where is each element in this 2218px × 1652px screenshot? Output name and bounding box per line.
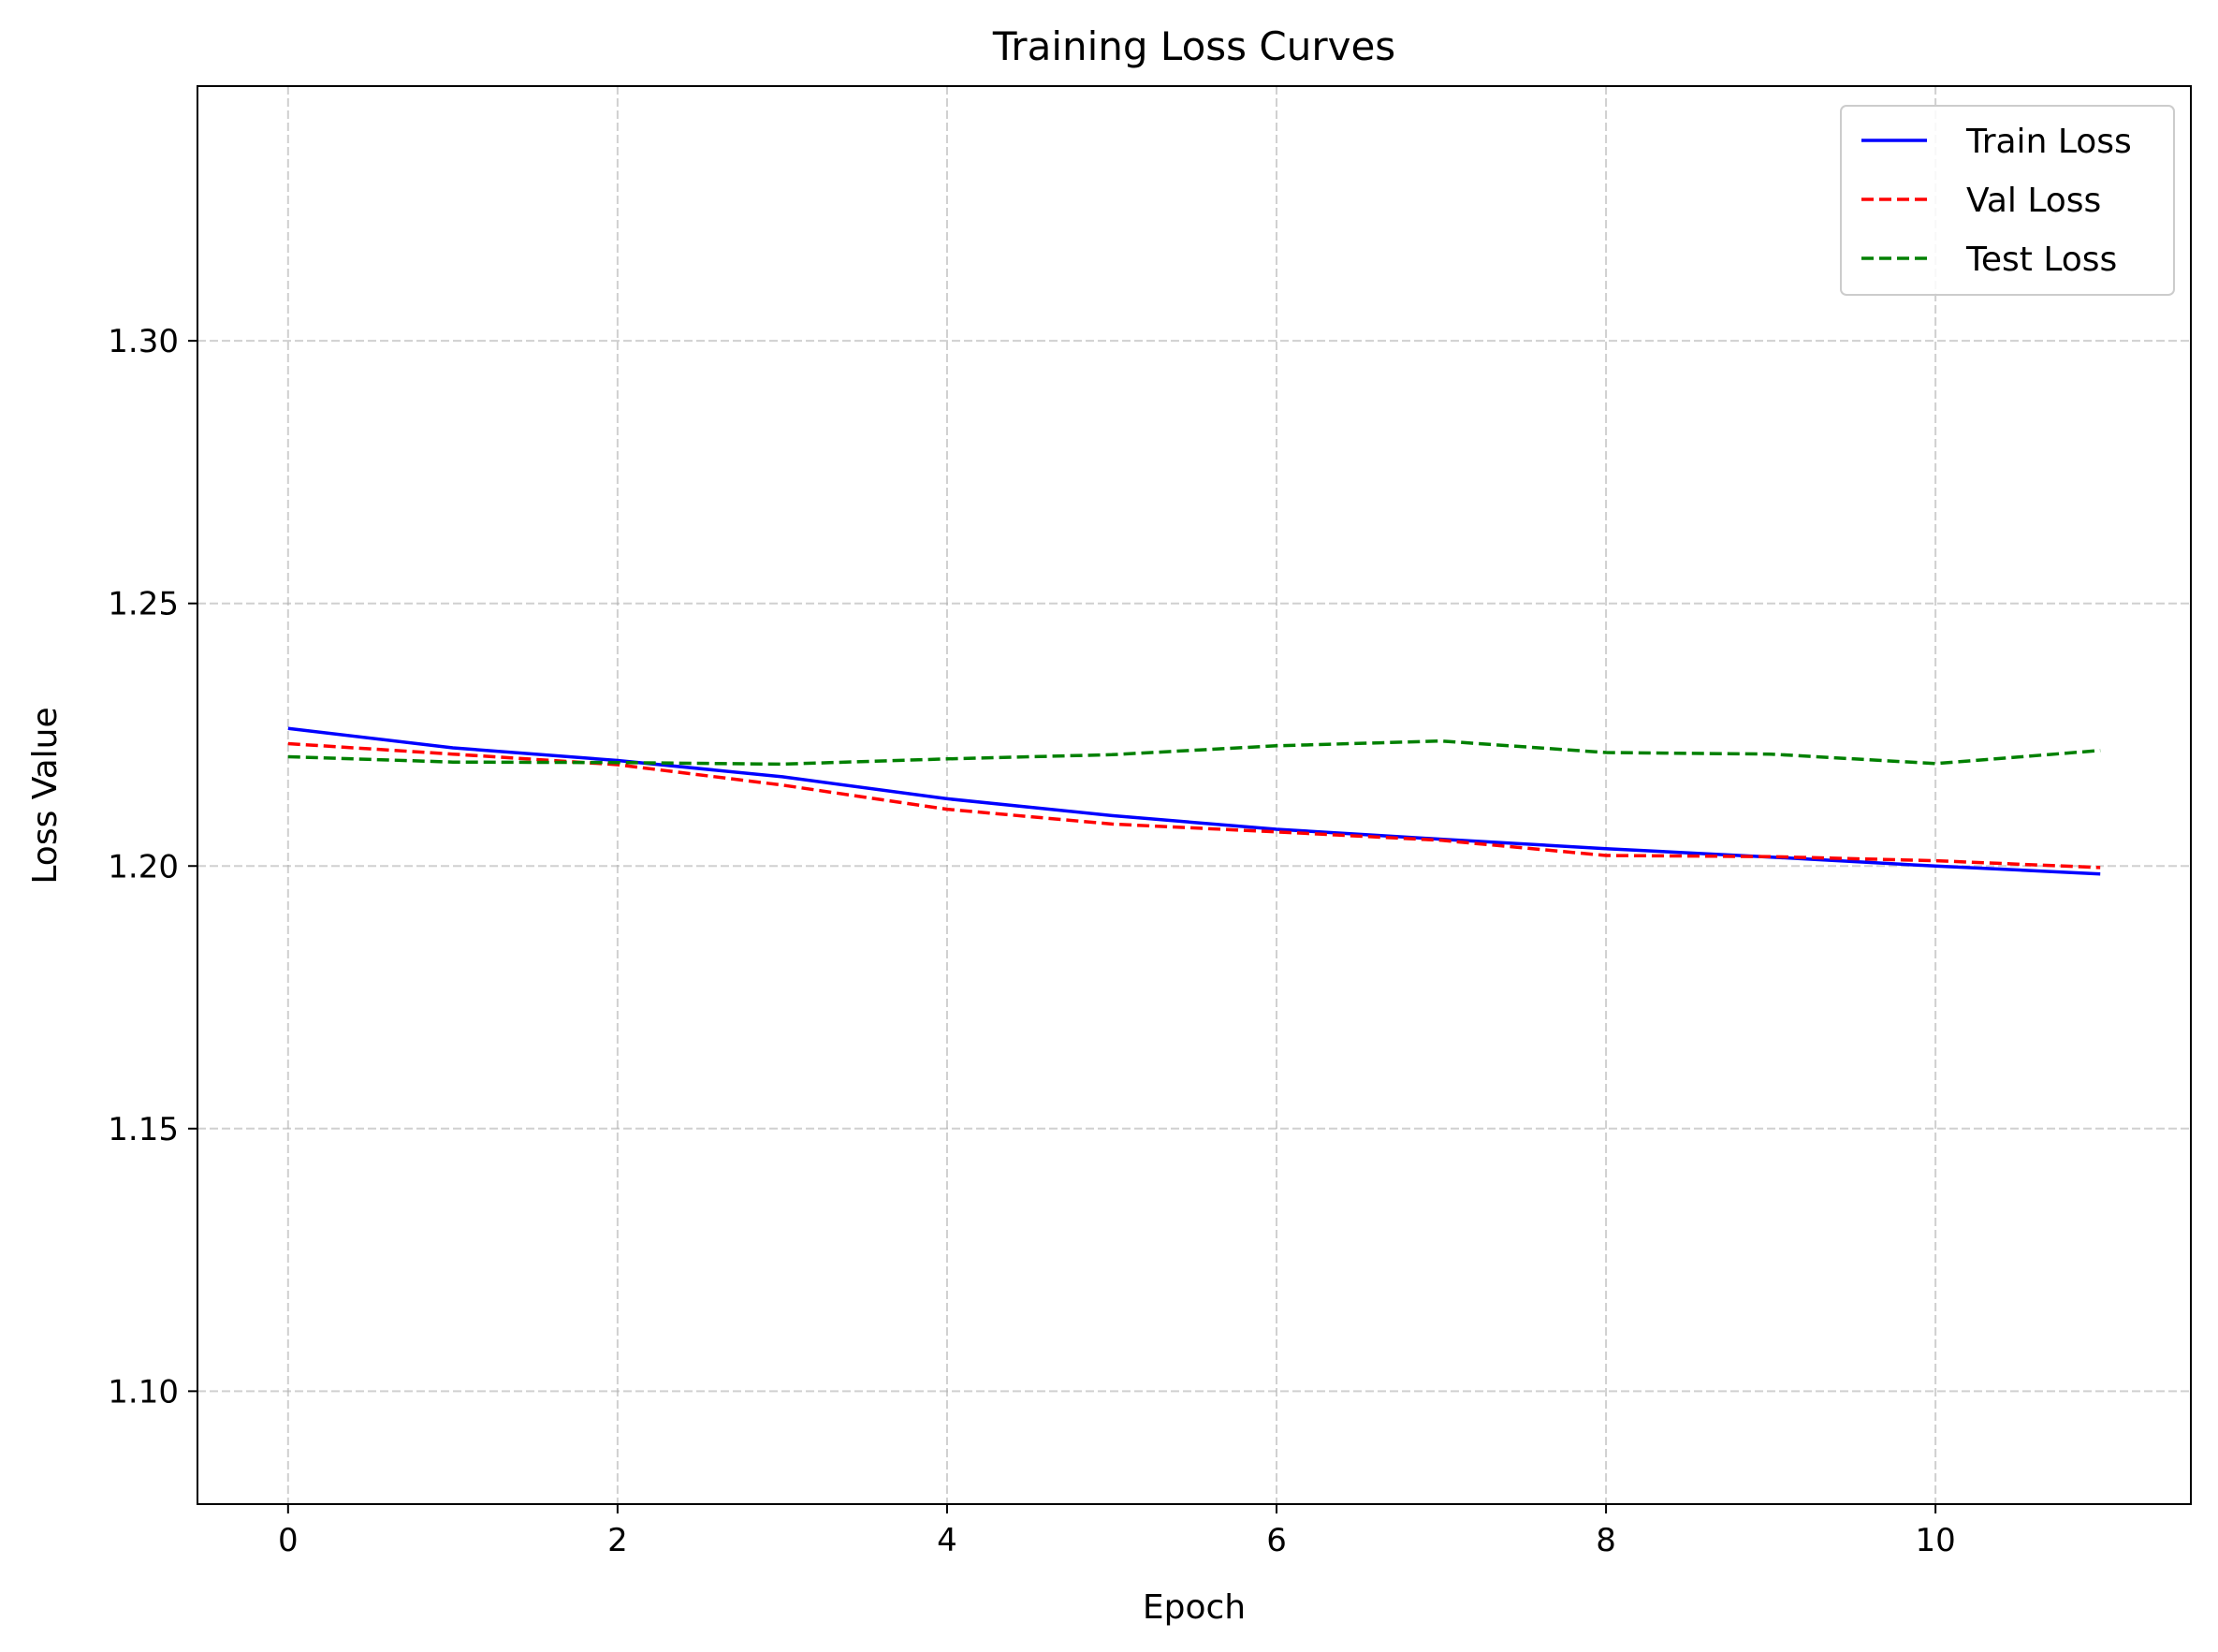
series-line-train-loss xyxy=(287,726,2101,876)
y-tick-label: 1.10 xyxy=(108,1373,179,1411)
x-tick-label: 10 xyxy=(1916,1522,1956,1559)
legend-box xyxy=(1840,105,2175,296)
y-tick-label: 1.25 xyxy=(108,586,179,623)
legend-label-val-loss: Val Loss xyxy=(1966,182,2101,220)
x-tick-label: 4 xyxy=(937,1522,957,1559)
series-line-val-loss xyxy=(287,741,2101,870)
x-axis-ticks: 0 2 4 6 8 10 xyxy=(278,1504,1956,1559)
x-axis-label: Epoch xyxy=(1143,1588,1246,1627)
chart-title: Training Loss Curves xyxy=(992,23,1395,69)
grid-lines xyxy=(197,86,2191,1504)
y-tick-label: 1.20 xyxy=(108,848,179,885)
legend: Train Loss Val Loss Test Loss xyxy=(1840,105,2175,296)
y-axis-label: Loss Value xyxy=(26,707,65,884)
y-tick-label: 1.30 xyxy=(108,323,179,360)
x-tick-label: 6 xyxy=(1266,1522,1287,1559)
x-tick-label: 2 xyxy=(607,1522,628,1559)
plot-frame xyxy=(197,85,2192,1505)
series-lines xyxy=(287,726,2101,876)
legend-label-train-loss: Train Loss xyxy=(1965,123,2132,161)
y-tick-label: 1.15 xyxy=(108,1111,179,1148)
y-axis-ticks: 1.10 1.15 1.20 1.25 1.30 xyxy=(108,323,197,1411)
x-tick-label: 0 xyxy=(278,1522,299,1559)
legend-label-test-loss: Test Loss xyxy=(1965,241,2117,279)
x-tick-label: 8 xyxy=(1596,1522,1616,1559)
